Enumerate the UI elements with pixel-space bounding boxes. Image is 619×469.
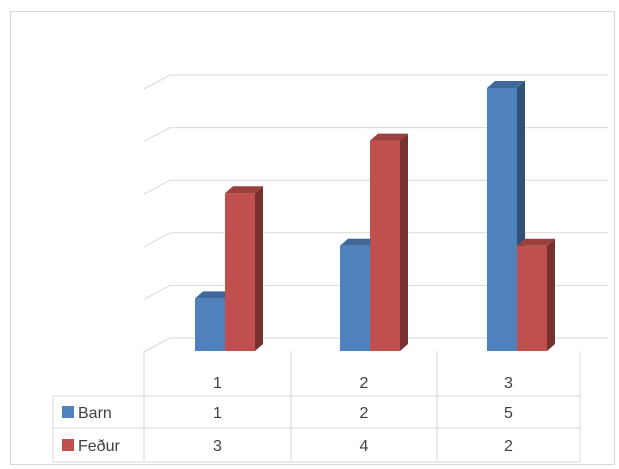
category-label: 3 [504,375,513,392]
chart-frame [10,11,615,465]
gridline-depth [143,337,171,353]
table-cell-value: 3 [213,438,222,455]
category-label: 1 [213,375,222,392]
table-cell-value: 4 [360,438,369,455]
gridline-depth [143,74,171,90]
bar-feður-3 [517,238,555,351]
gridline-depth [143,179,171,195]
table-cell-value: 2 [360,405,369,422]
gridline-depth [143,127,171,143]
legend-key-feður [62,439,74,451]
legend-label: Feður [78,438,120,455]
legend-label: Barn [78,405,112,422]
bar-feður-2 [370,133,408,351]
table-cell-value: 1 [213,405,222,422]
table-cell-value: 5 [504,405,513,422]
legend-key-barn [62,406,74,418]
gridline-depth [143,284,171,300]
category-label: 2 [360,375,369,392]
gridline-depth [143,232,171,248]
bar-feður-1 [225,186,263,351]
table-cell-value: 2 [504,438,513,455]
